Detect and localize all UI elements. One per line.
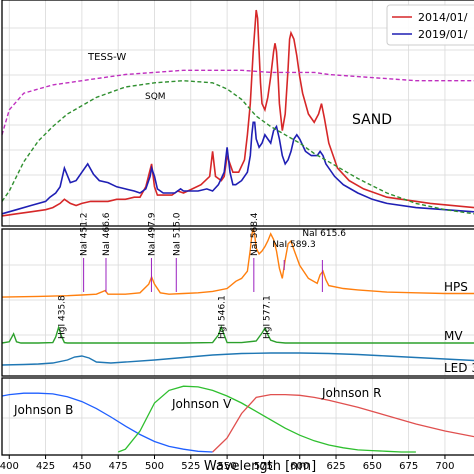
x-tick-label: 575 (254, 461, 273, 472)
x-axis-label: Wavelength [nm] (204, 459, 316, 474)
series-johnson-b (1, 392, 213, 453)
x-tick-label: 400 (0, 461, 19, 472)
series-label-mv: MV (444, 329, 463, 343)
panel-frame (1, 377, 474, 456)
x-tick-label: 475 (109, 461, 128, 472)
middle-panel: HPS MV LED 3 NaI 451.2 NaI 466.6 NaI 497.9 NaI… (1, 212, 474, 377)
series-johnson-r (212, 393, 474, 453)
annotation-sand: SAND (352, 112, 392, 128)
series-tess-w (1, 69, 474, 135)
series-label-hps: HPS (444, 280, 468, 294)
bottom-panel: Johnson B Johnson V Johnson R (1, 377, 474, 456)
emission-label: HgI 546.1 (217, 295, 227, 339)
series-2019-01 (1, 121, 474, 215)
x-tick-label: 425 (36, 461, 55, 472)
series-label-led: LED 3 (444, 361, 474, 375)
x-tick-label: 450 (72, 461, 91, 472)
legend: 2014/01/2019/01/ (386, 4, 474, 46)
legend-entry-2019-01: 2019/01/ (418, 28, 468, 41)
x-tick-label: 625 (326, 461, 345, 472)
emission-label: NaI 568.4 (250, 212, 260, 256)
panel-frame (1, 0, 474, 227)
top-panel: TESS-W SQM SAND 2014/01/2019/01/ (1, 0, 474, 227)
emission-label: NaI 466.6 (102, 212, 112, 256)
x-tick-label: 700 (435, 461, 454, 472)
x-tick-label: 525 (181, 461, 200, 472)
emission-label: HgI 577.1 (263, 295, 273, 339)
emission-label: NaI 589.3 (272, 240, 316, 250)
series-johnson-v (117, 385, 416, 453)
panel-frame (1, 228, 474, 377)
series-label-johnson-b: Johnson B (13, 403, 73, 417)
x-tick-label: 675 (399, 461, 418, 472)
emission-label: NaI 451.2 (80, 212, 90, 256)
series-mv (1, 324, 474, 344)
series-2014-01 (1, 9, 474, 217)
x-tick-label: 500 (145, 461, 164, 472)
emission-label: HgI 435.8 (57, 295, 67, 339)
series-label-johnson-r: Johnson R (321, 386, 381, 400)
x-axis: 400 425 450 475 500 525 550 575 600 625 650 675 700 (0, 455, 455, 472)
series-hps (1, 227, 474, 298)
series-label-johnson-v: Johnson V (171, 397, 232, 411)
emission-label: NaI 515.0 (172, 212, 182, 256)
x-tick-label: 550 (218, 461, 237, 472)
x-tick-label: 650 (363, 461, 382, 472)
series-sqm (1, 79, 474, 215)
annotation-sqm: SQM (145, 92, 166, 102)
legend-box (386, 4, 474, 46)
legend-entry-2014-01: 2014/01/ (418, 11, 468, 24)
emission-label: NaI 615.6 (302, 229, 346, 239)
emission-label: NaI 497.9 (147, 212, 157, 256)
annotation-tess-w: TESS-W (87, 52, 126, 63)
series-led (1, 352, 474, 366)
x-tick-label: 600 (290, 461, 309, 472)
